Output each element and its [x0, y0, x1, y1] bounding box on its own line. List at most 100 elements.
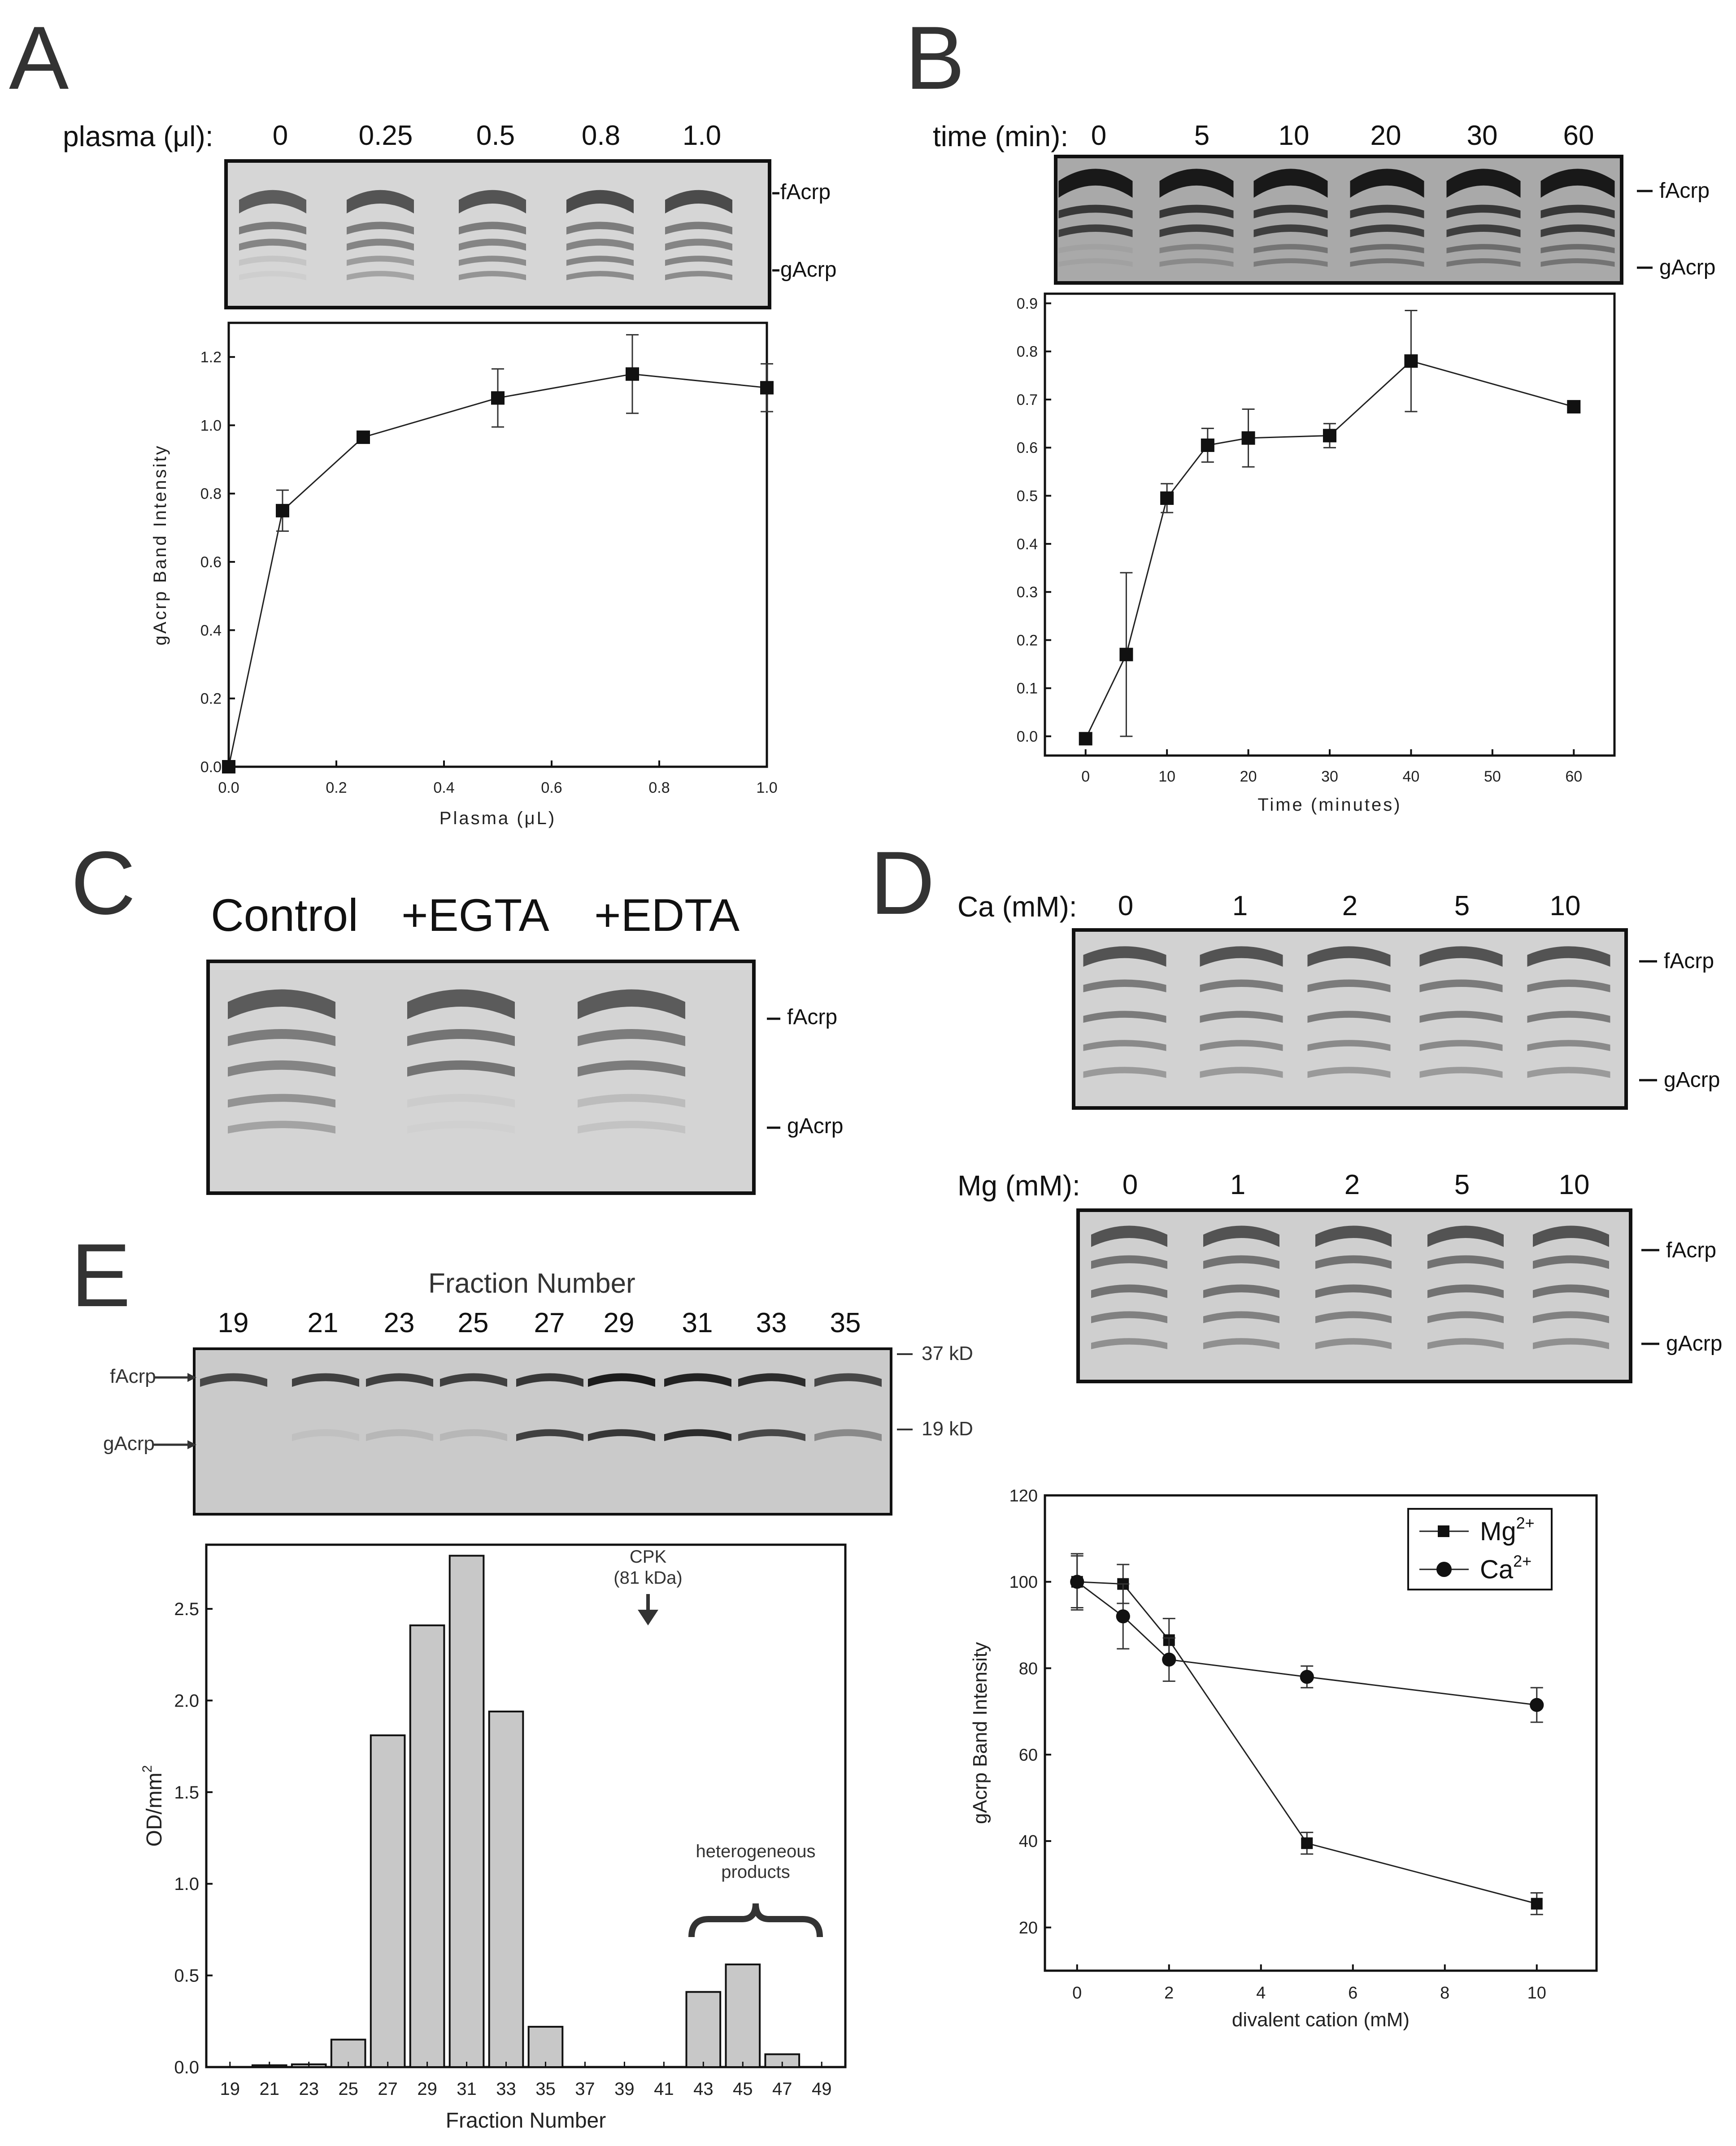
gel-d2-lane4-band0	[1533, 1225, 1609, 1247]
chart-E-ytick-label-4: 2.0	[174, 1691, 199, 1711]
panel-a-gel	[224, 159, 771, 309]
chart-B-xtick-label-1: 10	[1158, 768, 1175, 785]
chart-D-legend-name-1: Ca	[1480, 1555, 1514, 1584]
gel-a-lane2-band0	[459, 190, 526, 213]
chart-E-frame	[205, 1543, 847, 2068]
chart-D-xtick-label-5: 10	[1527, 1984, 1546, 2003]
chart-D-series-1-point-4	[1530, 1698, 1544, 1712]
panel-e-hetero-line2: products	[721, 1862, 790, 1882]
gel-b-lane5-band2	[1540, 224, 1615, 237]
chart-B-ytick-label-9: 0.9	[1017, 295, 1038, 312]
panel-a-lane-2: 0.5	[476, 120, 515, 151]
chart-E-ytick-label-2: 1.0	[174, 1874, 199, 1894]
panel-d-mg-label: Mg (mM):	[957, 1169, 1080, 1202]
panel-d-ca-lane-2: 2	[1342, 891, 1358, 921]
chart-D-legend-sup-0: 2+	[1516, 1514, 1535, 1532]
gel-d1-lane3-band3	[1419, 1040, 1503, 1051]
panel-d-ca-fAcrp-label: fAcrp	[1664, 949, 1714, 973]
gel-b-lane1-band3	[1159, 244, 1234, 253]
gel-e-lane6-band0	[664, 1373, 731, 1387]
gel-e-lane2-band1	[366, 1429, 433, 1441]
gel-b-lane0-band4	[1058, 258, 1133, 267]
gel-a-lane1-band0	[347, 190, 414, 213]
gel-a-lane2-band2	[459, 239, 526, 251]
chart-B-ytick-label-3: 0.3	[1017, 584, 1038, 601]
chart-A-ytick-label-4: 0.8	[200, 486, 222, 503]
panel-a-chart: 0.0 0.2 0.4 0.6 0.8 1.0 0.0 0.2 0.4 0.6 0.8 1.0 1.2 P…	[150, 321, 778, 828]
gel-d2-lane2-band0	[1315, 1225, 1392, 1247]
chart-B-series-0-point-6	[1404, 354, 1418, 368]
gel-b-lane3-band3	[1350, 244, 1424, 253]
gel-b-lane0-band2	[1058, 224, 1133, 237]
gel-d2-lane1-band2	[1203, 1284, 1279, 1298]
panel-e-lane-6: 31	[682, 1308, 713, 1338]
panel-e-left-arrows	[152, 1373, 196, 1449]
gel-a-lane1-band3	[347, 256, 414, 266]
panel-a-letter: A	[9, 8, 69, 108]
chart-A-xtick-label-1: 0.2	[326, 779, 347, 796]
chart-B-series-0-line	[1085, 360, 1574, 739]
gel-a-lane4-band1	[665, 222, 732, 235]
gel-a-lane0-band3	[239, 256, 306, 266]
panel-d-ca-lane-3: 5	[1454, 891, 1470, 921]
panel-d-ca-gAcrp-label: gAcrp	[1664, 1068, 1720, 1092]
chart-E-xtick-label-7: 33	[496, 2079, 516, 2099]
chart-B-series-0-point-4	[1241, 431, 1255, 445]
gel-d2-lane3-band3	[1427, 1311, 1504, 1323]
gel-d2-lane4-band1	[1533, 1255, 1609, 1269]
chart-E-ytick-label-1: 0.5	[174, 1966, 199, 1986]
gel-a-lane0-band2	[239, 239, 306, 251]
gel-d2-lane2-band3	[1315, 1311, 1392, 1323]
chart-A-ytick-label-0: 0.0	[200, 759, 222, 776]
chart-A-xtick-label-2: 0.4	[433, 779, 454, 796]
chart-A-series-0-line	[228, 373, 767, 767]
chart-B-ytick-label-8: 0.8	[1017, 343, 1038, 361]
chart-E-bar-35	[527, 2026, 564, 2068]
gel-c-lane2-band1	[578, 1029, 685, 1046]
gel-d2-lane1-band1	[1203, 1255, 1279, 1269]
chart-E-ylabel-text: OD/mm	[143, 1772, 166, 1846]
chart-B-frame	[1044, 292, 1616, 757]
chart-D-series-1-point-3	[1300, 1670, 1314, 1684]
chart-B-series-0-point-7	[1567, 400, 1581, 414]
gel-d2-lane1-band3	[1203, 1311, 1279, 1323]
chart-B-ytick-label-4: 0.4	[1017, 536, 1038, 553]
chart-A-xlabel: Plasma (μL)	[439, 808, 556, 828]
chart-D-ylabel: gAcrp Band Intensity	[969, 1642, 991, 1824]
panel-b-band-ticks	[1637, 190, 1653, 269]
panel-e-marker-ticks	[897, 1353, 913, 1430]
chart-A-xtick-label-5: 1.0	[756, 779, 777, 796]
chart-D-xtick-label-2: 4	[1256, 1984, 1266, 2003]
chart-E-hetero-brace	[688, 1903, 823, 1937]
panel-e-letter: E	[71, 1225, 131, 1325]
panel-e-gel-title: Fraction Number	[428, 1268, 635, 1299]
gel-b-lane1-band1	[1159, 204, 1234, 218]
chart-A-xtick-label-3: 0.6	[541, 779, 562, 796]
gel-b-lane2-band4	[1253, 258, 1328, 267]
chart-E-xlabel: Fraction Number	[446, 2109, 606, 2133]
gel-d2-lane0-band4	[1091, 1338, 1167, 1349]
chart-D-series-1-point-0	[1070, 1575, 1084, 1589]
panel-d-ca-lane-0: 0	[1118, 891, 1134, 921]
chart-D-xtick-label-1: 2	[1164, 1984, 1174, 2003]
panel-b-lane-1: 5	[1194, 120, 1210, 151]
gel-c-lane0-band2	[228, 1060, 335, 1077]
gel-d2-lane1-band0	[1203, 1225, 1279, 1247]
chart-A-series-0-point-3	[491, 391, 505, 405]
gel-b-lane3-band2	[1350, 224, 1424, 237]
gel-a-lane4-band4	[665, 271, 732, 280]
gel-c-lane2-band0	[578, 989, 685, 1019]
gel-c-lane1-band1	[407, 1029, 515, 1046]
panel-d-mg-gel	[1076, 1208, 1632, 1383]
gel-b-lane5-band4	[1540, 258, 1615, 267]
panel-d-ca-label: Ca (mM):	[957, 891, 1077, 923]
gel-e-lane0-band0	[200, 1373, 267, 1387]
gel-d1-lane1-band2	[1200, 1011, 1283, 1023]
gel-b-lane1-band0	[1159, 169, 1234, 198]
gel-d1-lane3-band2	[1419, 1011, 1503, 1023]
panel-d-mg-lane-4: 10	[1558, 1169, 1590, 1200]
panel-b-lane-2: 10	[1278, 120, 1310, 151]
panel-b-gAcrp-label: gAcrp	[1659, 256, 1716, 279]
chart-D-legend-label-0: Mg2+	[1480, 1514, 1535, 1546]
chart-A-series-0-point-0	[222, 760, 235, 773]
